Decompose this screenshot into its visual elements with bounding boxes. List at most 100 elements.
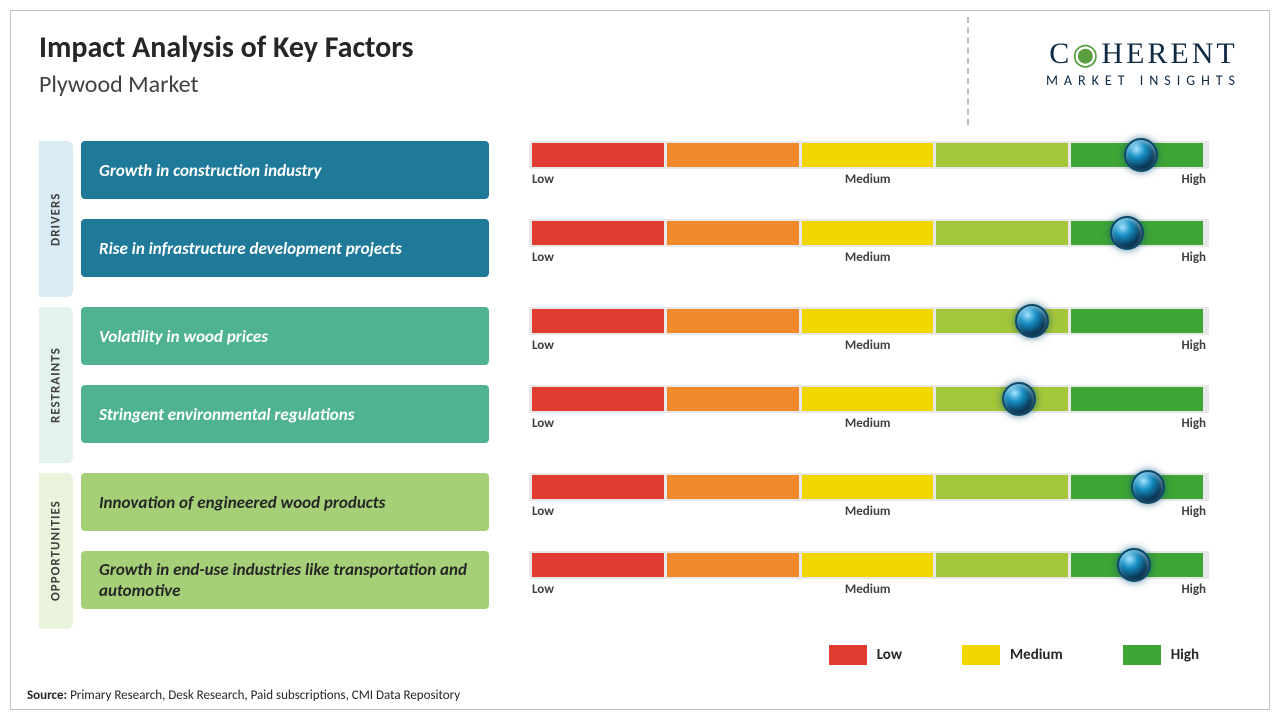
globe-icon: ◉ [1072,37,1101,72]
gauge-segment [802,221,934,245]
chart-title: Impact Analysis of Key Factors [39,29,414,66]
impact-gauge: Low Medium High [529,141,1209,187]
gauge-track [529,385,1209,413]
gauge-track [529,219,1209,247]
source-prefix: Source: [27,688,67,703]
impact-gauge: Low Medium High [529,551,1209,597]
factor-row: Volatility in wood prices Low Medium High [73,307,1209,385]
category-rows: Growth in construction industry Low Medium… [73,141,1209,297]
factor-label: Stringent environmental regulations [81,385,489,443]
brand-logo: C◉HERENT MARKET INSIGHTS [1046,37,1241,89]
label-low: Low [532,416,554,431]
gauge-segment [936,475,1068,499]
category-label: RESTRAINTS [39,307,73,463]
gauge-segment [532,221,664,245]
legend-label: Medium [1010,646,1063,664]
gauge-axis-labels: Low Medium High [529,338,1209,353]
factors-grid: DRIVERSGrowth in construction industry Lo… [39,141,1209,639]
label-high: High [1181,416,1206,431]
brand-tagline: MARKET INSIGHTS [1046,72,1241,89]
label-low: Low [532,338,554,353]
gauge-segment [936,143,1068,167]
gauge-knob-icon [1002,382,1036,416]
brand-letter-c: C [1049,37,1072,70]
gauge-knob-icon [1124,138,1158,172]
legend-item: High [1123,645,1199,665]
gauge-segment [532,309,664,333]
chart-frame: Impact Analysis of Key Factors Plywood M… [10,10,1270,710]
label-low: Low [532,582,554,597]
category-rows: Volatility in wood prices Low Medium High St… [73,307,1209,463]
label-high: High [1181,338,1206,353]
label-medium: Medium [845,582,891,597]
gauge-segment [667,475,799,499]
brand-rest: HERENT [1101,37,1237,70]
gauge-knob-icon [1110,216,1144,250]
gauge-axis-labels: LowMediumHigh [529,250,1209,265]
source-text: Primary Research, Desk Research, Paid su… [70,688,460,703]
label-high: High [1181,582,1206,597]
label-medium: Medium [845,172,891,187]
category-label: DRIVERS [39,141,73,297]
factor-row: Growth in construction industry Low Medium… [73,141,1209,219]
impact-gauge: Low Medium High [529,385,1209,431]
gauge-knob-icon [1131,470,1165,504]
gauge-segment [802,387,934,411]
legend-swatch [962,645,1000,665]
factor-row: Innovation of engineered wood products Lo… [73,473,1209,551]
gauge-segment [532,143,664,167]
category-rows: Innovation of engineered wood products Lo… [73,473,1209,629]
label-medium: Medium [845,416,891,431]
factor-label: Innovation of engineered wood products [81,473,489,531]
factor-label: Volatility in wood prices [81,307,489,365]
brand-name: C◉HERENT [1046,37,1241,74]
logo-separator [967,17,969,125]
gauge-knob-icon [1015,304,1049,338]
category-opportunities: OPPORTUNITIESInnovation of engineered wo… [39,473,1209,629]
gauge-segment [802,475,934,499]
impact-gauge: LowMediumHigh [529,219,1209,265]
factor-row: Rise in infrastructure development proje… [73,219,1209,297]
category-restraints: RESTRAINTSVolatility in wood prices Low Me… [39,307,1209,463]
gauge-segment [667,553,799,577]
label-medium: Medium [845,504,891,519]
impact-gauge: Low Medium High [529,307,1209,353]
label-high: High [1181,172,1206,187]
gauge-segment [667,387,799,411]
label-medium: Medium [845,338,891,353]
legend-label: Low [877,646,902,664]
gauge-axis-labels: Low Medium High [529,172,1209,187]
label-high: High [1181,504,1206,519]
gauge-segment [802,309,934,333]
header: Impact Analysis of Key Factors Plywood M… [39,29,414,99]
gauge-segment [532,475,664,499]
legend-swatch [829,645,867,665]
factor-label: Growth in construction industry [81,141,489,199]
gauge-segment [936,553,1068,577]
label-low: Low [532,504,554,519]
legend: Low Medium High [829,645,1199,665]
legend-swatch [1123,645,1161,665]
label-medium: Medium [845,250,891,265]
gauge-segment [532,387,664,411]
gauge-segment [936,221,1068,245]
label-low: Low [532,172,554,187]
gauge-segment [667,143,799,167]
factor-label: Growth in end-use industries like transp… [81,551,489,609]
impact-gauge: Low Medium High [529,473,1209,519]
factor-row: Growth in end-use industries like transp… [73,551,1209,629]
gauge-segment [667,309,799,333]
category-label: OPPORTUNITIES [39,473,73,629]
gauge-track [529,551,1209,579]
factor-label: Rise in infrastructure development proje… [81,219,489,277]
gauge-track [529,473,1209,501]
category-drivers: DRIVERSGrowth in construction industry Lo… [39,141,1209,297]
gauge-track [529,307,1209,335]
label-high: High [1181,250,1206,265]
gauge-segment [1071,387,1203,411]
gauge-knob-icon [1117,548,1151,582]
legend-label: High [1171,646,1199,664]
chart-subtitle: Plywood Market [39,70,414,99]
gauge-segment [532,553,664,577]
source-line: Source: Primary Research, Desk Research,… [27,688,460,703]
